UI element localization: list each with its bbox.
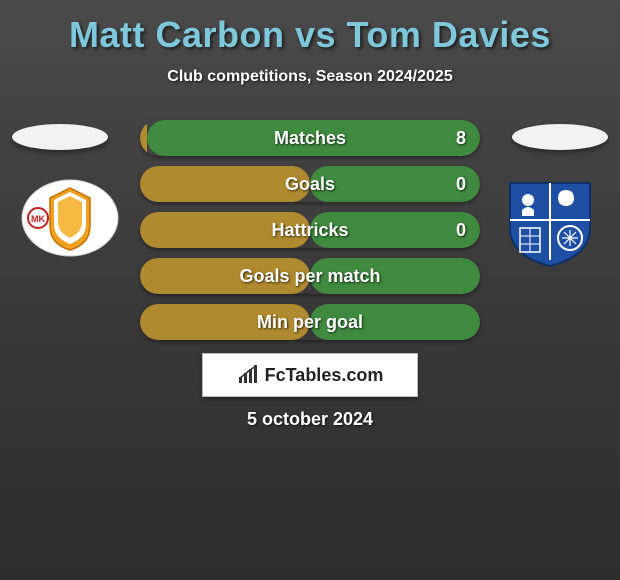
tranmere-crest-icon (500, 178, 600, 268)
bar-chart-icon (237, 365, 261, 385)
stat-row: Goals0 (140, 166, 480, 202)
stat-value-right: 8 (456, 120, 466, 156)
stat-label: Goals (140, 166, 480, 202)
stat-label: Min per goal (140, 304, 480, 340)
mk-dons-crest-icon: MK (20, 178, 120, 258)
stat-value-right: 0 (456, 212, 466, 248)
stat-label: Goals per match (140, 258, 480, 294)
stat-label: Matches (140, 120, 480, 156)
page-subtitle: Club competitions, Season 2024/2025 (0, 68, 620, 86)
stat-row: Hattricks0 (140, 212, 480, 248)
svg-text:MK: MK (31, 214, 45, 224)
club-badge-left: MK (20, 178, 120, 258)
player-left-marker (12, 124, 108, 150)
club-badge-right (500, 178, 600, 258)
brand-text: FcTables.com (265, 365, 384, 386)
footer-date: 5 october 2024 (0, 409, 620, 430)
page-title: Matt Carbon vs Tom Davies (0, 0, 620, 56)
stat-label: Hattricks (140, 212, 480, 248)
brand-badge: FcTables.com (202, 353, 418, 397)
stat-row: Min per goal (140, 304, 480, 340)
stat-value-right: 0 (456, 166, 466, 202)
stat-row: Matches8 (140, 120, 480, 156)
player-right-marker (512, 124, 608, 150)
stats-panel: Matches8Goals0Hattricks0Goals per matchM… (140, 120, 480, 340)
stat-row: Goals per match (140, 258, 480, 294)
